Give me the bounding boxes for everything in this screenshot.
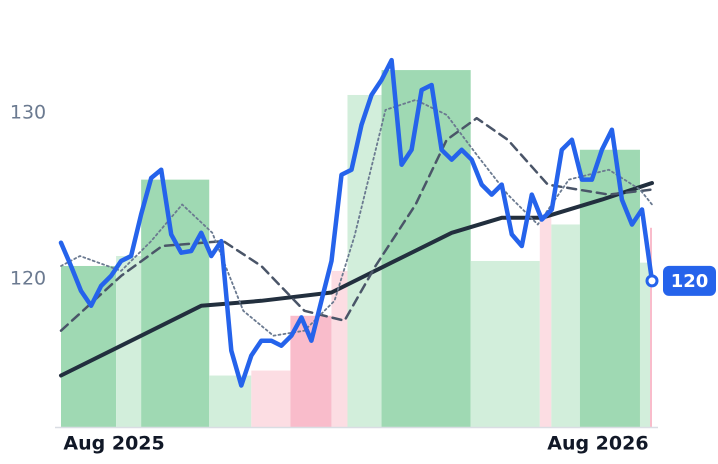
band <box>251 370 291 427</box>
x-tick-label: Aug 2025 <box>63 433 164 455</box>
value-label: 120 <box>671 271 709 292</box>
line-series <box>59 181 654 378</box>
x-tick-label: Aug 2026 <box>547 433 648 455</box>
band <box>331 270 348 427</box>
line-series <box>59 116 654 332</box>
line-series <box>60 99 653 337</box>
band <box>470 260 540 427</box>
band <box>381 70 471 427</box>
band <box>649 227 652 427</box>
band <box>551 224 580 427</box>
y-tick-label: 120 <box>10 268 46 290</box>
line-series <box>58 57 655 388</box>
last-point <box>645 274 659 288</box>
band <box>290 315 332 427</box>
value-badge <box>663 265 716 296</box>
band <box>209 375 252 427</box>
y-tick-label: 130 <box>10 102 46 124</box>
band <box>141 179 210 427</box>
band <box>539 214 552 427</box>
band <box>639 262 650 427</box>
band <box>61 265 117 427</box>
